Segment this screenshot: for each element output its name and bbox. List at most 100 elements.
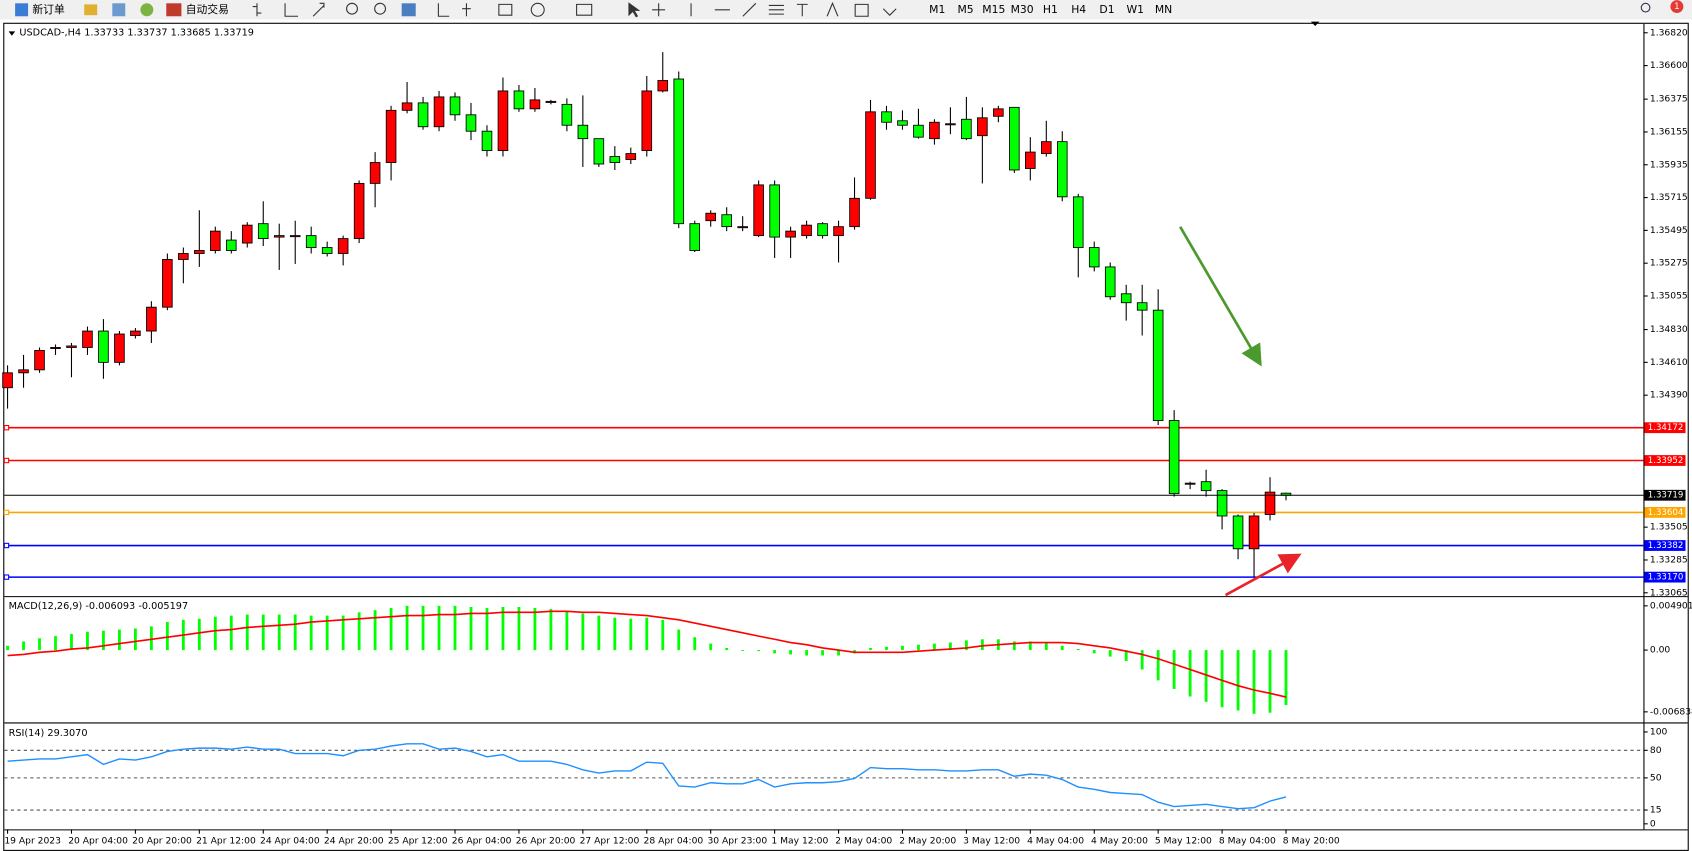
histogram-bar <box>1060 645 1064 651</box>
icon[interactable] <box>84 4 98 16</box>
icon[interactable] <box>140 3 154 17</box>
candle-body <box>705 212 716 222</box>
histogram-bar <box>597 615 601 651</box>
histogram-bar <box>613 617 617 651</box>
candle-body <box>913 124 924 138</box>
histogram-bar <box>102 630 105 651</box>
ohlc-open: 1.33733 <box>84 27 124 38</box>
histogram-bar <box>293 614 297 651</box>
histogram-bar <box>725 647 729 651</box>
level-label-bg <box>1644 571 1686 583</box>
timeframe[interactable]: MN <box>1155 3 1172 16</box>
y-tick-label: 0 <box>1650 818 1656 829</box>
candle-body <box>593 138 605 165</box>
histogram-bar <box>949 642 952 651</box>
panel-header: USDCAD-,H4 1.33733 1.33737 1.33685 1.337… <box>19 27 254 38</box>
histogram-bar <box>485 608 489 651</box>
candle-body <box>1088 247 1100 268</box>
candle-body <box>66 345 77 348</box>
timeframe[interactable]: H4 <box>1071 3 1086 16</box>
histogram-bar <box>501 606 505 651</box>
histogram-bar <box>469 606 473 651</box>
candle-body <box>737 226 748 229</box>
search-icon[interactable] <box>1640 2 1651 13</box>
icons[interactable] <box>252 2 325 17</box>
toolbar: 新订单 自动交易 M1 M5 M15 M30 H1 H4 D1 W1 MN 1 <box>0 0 1692 20</box>
bid-label-bg <box>1644 489 1686 501</box>
symbol: USDCAD-,H4 <box>19 27 81 38</box>
timeframe[interactable]: M1 <box>929 3 945 16</box>
candle-body <box>1248 515 1260 550</box>
icons[interactable] <box>437 2 593 17</box>
histogram-bar <box>229 615 233 651</box>
y-tick-label: 1.35495 <box>1650 225 1688 236</box>
icon[interactable] <box>166 3 182 17</box>
histogram-bar <box>773 650 777 654</box>
candle-body <box>1152 309 1164 421</box>
y-tick-label: 1.33505 <box>1650 522 1688 533</box>
candle-body <box>721 214 732 228</box>
histogram-bar <box>565 611 569 651</box>
candle-body <box>673 78 685 225</box>
level-handle <box>3 457 10 464</box>
timeframe[interactable]: W1 <box>1127 3 1145 16</box>
icon[interactable] <box>401 3 416 17</box>
timeframe[interactable]: M15 <box>982 3 1005 16</box>
candle-body <box>481 130 493 152</box>
timeframe[interactable]: D1 <box>1099 3 1114 16</box>
candle-body <box>1200 481 1212 492</box>
histogram-bar <box>917 644 920 651</box>
new-order[interactable]: 新订单 <box>32 3 65 16</box>
candle-body <box>449 96 461 116</box>
y-tick-label: 1.35935 <box>1650 159 1688 170</box>
ohlc-low: 1.33685 <box>171 27 211 38</box>
histogram-bar <box>709 643 713 651</box>
x-tick-label: 8 May 04:00 <box>1219 836 1276 847</box>
x-tick-label: 2 May 04:00 <box>835 836 892 847</box>
y-tick-label: 1.35715 <box>1650 192 1688 203</box>
chart-frame <box>3 22 1689 851</box>
candle-body <box>769 184 780 238</box>
panel-header: RSI(14) 29.3070 <box>9 728 88 739</box>
candle-body <box>753 184 764 237</box>
tools[interactable] <box>652 1 897 17</box>
candle-body <box>1136 302 1148 311</box>
histogram-bar <box>1252 650 1256 714</box>
candle-body <box>1041 141 1052 155</box>
level-handle <box>3 424 10 431</box>
icon[interactable] <box>112 3 126 17</box>
candle-body <box>401 102 413 111</box>
candle-body <box>625 153 637 160</box>
candle-body <box>945 123 956 126</box>
cursor-icon[interactable] <box>628 2 641 18</box>
timeframe[interactable]: M30 <box>1011 3 1034 16</box>
histogram-bar <box>70 633 73 651</box>
timeframe[interactable]: M5 <box>957 3 973 16</box>
candle-body <box>433 96 445 128</box>
icon[interactable] <box>346 2 358 15</box>
candle-body <box>162 259 173 308</box>
histogram-bar <box>805 650 808 656</box>
candle-body <box>369 162 381 184</box>
timeframe[interactable]: H1 <box>1043 3 1058 16</box>
badge[interactable] <box>1670 0 1684 14</box>
candle-body <box>993 108 1004 117</box>
x-tick-label: 27 Apr 12:00 <box>580 836 640 847</box>
auto-trading[interactable]: 自动交易 <box>186 3 229 16</box>
histogram-bar <box>325 615 329 651</box>
histogram-bar <box>757 650 761 652</box>
candle-body <box>417 102 429 128</box>
candle-body <box>289 235 301 238</box>
ohlc-high: 1.33737 <box>127 27 167 38</box>
histogram-bar <box>581 613 585 651</box>
histogram-bar <box>1092 650 1096 654</box>
histogram-bar <box>629 618 633 651</box>
icon[interactable] <box>15 3 29 17</box>
level-label-bg <box>1644 422 1686 434</box>
histogram-bar <box>261 614 265 651</box>
histogram-bar <box>213 616 217 651</box>
icon[interactable] <box>374 2 387 15</box>
histogram-bar <box>1156 650 1160 681</box>
candle-body <box>897 120 908 126</box>
candle-body <box>146 306 157 332</box>
